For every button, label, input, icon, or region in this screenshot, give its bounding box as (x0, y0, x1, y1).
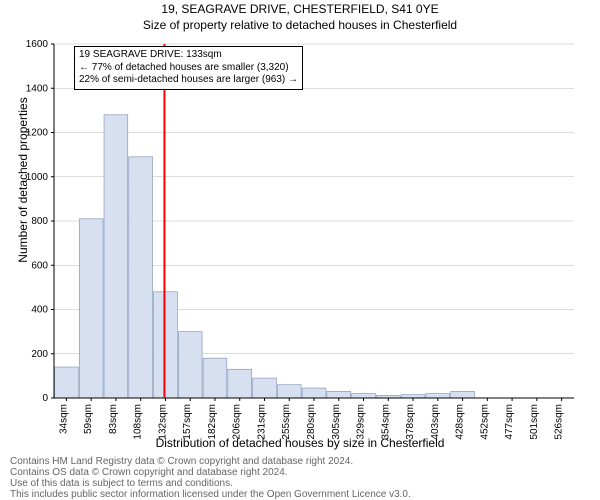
svg-text:83sqm: 83sqm (108, 404, 119, 434)
chart-container: 19, SEAGRAVE DRIVE, CHESTERFIELD, S41 0Y… (0, 0, 600, 500)
svg-text:280sqm: 280sqm (306, 404, 317, 440)
bar (203, 358, 227, 398)
attribution-text: Contains HM Land Registry data © Crown c… (10, 456, 411, 500)
bar (253, 378, 277, 398)
bar (451, 391, 475, 398)
bar (302, 388, 326, 398)
bar (228, 369, 252, 398)
histogram-svg: 0200400600800100012001400160034sqm59sqm8… (54, 44, 574, 398)
subtitle: Size of property relative to detached ho… (0, 18, 600, 32)
svg-text:255sqm: 255sqm (281, 404, 292, 440)
callout-line1: 19 SEAGRAVE DRIVE: 133sqm (79, 49, 298, 62)
svg-text:34sqm: 34sqm (58, 404, 69, 434)
svg-text:428sqm: 428sqm (455, 404, 466, 440)
svg-text:182sqm: 182sqm (207, 404, 218, 440)
svg-text:477sqm: 477sqm (504, 404, 515, 440)
address-title: 19, SEAGRAVE DRIVE, CHESTERFIELD, S41 0Y… (0, 2, 600, 16)
callout-line3: 22% of semi-detached houses are larger (… (79, 74, 298, 87)
svg-text:354sqm: 354sqm (380, 404, 391, 440)
bar (129, 157, 153, 398)
svg-text:378sqm: 378sqm (405, 404, 416, 440)
plot-area: 0200400600800100012001400160034sqm59sqm8… (54, 44, 574, 398)
svg-text:0: 0 (42, 393, 48, 404)
svg-text:329sqm: 329sqm (356, 404, 367, 440)
svg-text:132sqm: 132sqm (157, 404, 168, 440)
svg-text:1200: 1200 (26, 128, 49, 139)
callout-box: 19 SEAGRAVE DRIVE: 133sqm ← 77% of detac… (74, 46, 303, 90)
svg-text:1400: 1400 (26, 83, 49, 94)
callout-line2: ← 77% of detached houses are smaller (3,… (79, 62, 298, 75)
svg-text:1600: 1600 (26, 39, 49, 50)
svg-text:400: 400 (31, 305, 48, 316)
bar (178, 332, 202, 398)
svg-text:231sqm: 231sqm (256, 404, 267, 440)
bar (426, 394, 450, 398)
bar (104, 115, 128, 398)
svg-text:305sqm: 305sqm (331, 404, 342, 440)
bar (79, 219, 103, 398)
bar (55, 367, 79, 398)
x-axis-label: Distribution of detached houses by size … (0, 436, 600, 450)
svg-text:157sqm: 157sqm (182, 404, 193, 440)
svg-text:501sqm: 501sqm (529, 404, 540, 440)
svg-text:206sqm: 206sqm (232, 404, 243, 440)
svg-text:59sqm: 59sqm (83, 404, 94, 434)
svg-text:452sqm: 452sqm (479, 404, 490, 440)
svg-text:526sqm: 526sqm (554, 404, 565, 440)
svg-text:1000: 1000 (26, 172, 49, 183)
bar (327, 391, 351, 398)
bar (352, 394, 376, 398)
svg-text:600: 600 (31, 260, 48, 271)
svg-text:200: 200 (31, 349, 48, 360)
svg-text:403sqm: 403sqm (430, 404, 441, 440)
svg-text:800: 800 (31, 216, 48, 227)
svg-text:108sqm: 108sqm (133, 404, 144, 440)
bar (277, 385, 301, 398)
